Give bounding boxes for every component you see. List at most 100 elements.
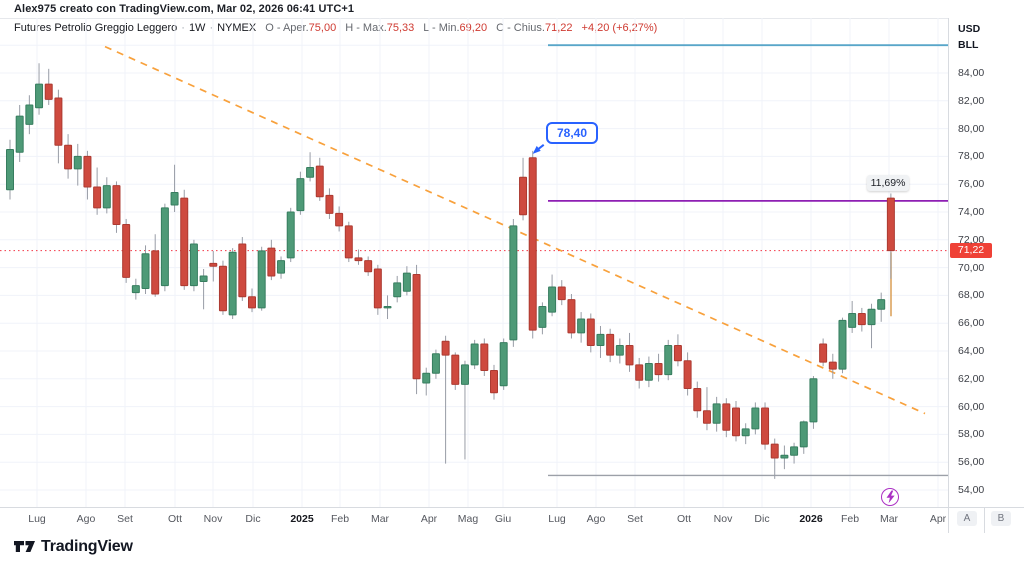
axis-unit-label: BLL [958, 39, 979, 51]
price-tick-label: 62,00 [958, 372, 985, 385]
candle [131, 285, 140, 294]
candle [654, 363, 663, 376]
candle [15, 115, 24, 153]
candle [257, 250, 266, 309]
candle [770, 443, 779, 459]
time-tick-label: Ago [586, 513, 606, 525]
candle [141, 253, 150, 289]
candle [499, 342, 508, 387]
time-tick-label: Ott [167, 513, 182, 525]
candle [528, 157, 537, 331]
candle [112, 185, 121, 226]
candle [6, 148, 14, 191]
candle [877, 299, 886, 310]
price-callout[interactable]: 78,40 [546, 122, 598, 144]
candle [780, 454, 789, 459]
price-tick-label: 82,00 [958, 94, 985, 107]
time-tick-label: Mar [879, 513, 899, 525]
candle [199, 275, 208, 283]
price-tick-label: 80,00 [958, 122, 985, 135]
time-tick-label: 2026 [799, 513, 823, 525]
candle [644, 363, 653, 381]
axis-button-b[interactable]: B [991, 511, 1011, 526]
candle [548, 286, 557, 313]
last-price-tag: 71,22 [950, 243, 992, 259]
candle [693, 388, 702, 412]
time-tick-label: Giu [494, 513, 512, 525]
time-tick-label: Dic [245, 513, 261, 525]
candle [490, 369, 498, 394]
candle [325, 194, 334, 214]
candle [557, 286, 566, 301]
legend-separator: · [209, 22, 214, 34]
candle [673, 344, 682, 362]
axis-button-a[interactable]: A [957, 511, 977, 526]
symbol-legend[interactable]: Futures Petrolio Greggio Leggero · 1W · NYME… [14, 22, 657, 34]
price-tick-label: 66,00 [958, 317, 985, 330]
candle [354, 257, 363, 262]
symbol-name[interactable]: Futures Petrolio Greggio Leggero [14, 22, 178, 34]
time-axis[interactable]: Lug Ago Set Ott Nov Dic 2025 Feb Mar Apr Mag Giu Lug… [0, 507, 1024, 534]
candle [238, 243, 247, 298]
time-tick-label: Nov [203, 513, 223, 525]
candle [151, 250, 160, 295]
candle [402, 272, 411, 292]
candle [596, 333, 605, 346]
time-tick-label: Feb [840, 513, 860, 525]
time-tick-label: 2025 [290, 513, 314, 525]
candle [373, 268, 382, 309]
lightning-event-icon[interactable] [881, 488, 899, 506]
price-tick-label: 54,00 [958, 484, 985, 496]
time-tick-label: Mag [457, 513, 479, 525]
header-divider [0, 18, 1024, 19]
candle [838, 319, 847, 370]
descending-trendline[interactable] [104, 45, 926, 415]
low-label: L - Min. [423, 22, 460, 34]
candle [248, 296, 256, 309]
percent-change-label[interactable]: 11,69% [867, 175, 909, 191]
chart-canvas[interactable] [0, 18, 948, 507]
candle [296, 178, 305, 212]
candle [741, 428, 750, 437]
candle [809, 378, 818, 423]
candle [538, 306, 547, 328]
candle [790, 446, 799, 456]
candle [577, 318, 586, 334]
price-tick-label: 68,00 [958, 289, 985, 302]
attribution-text: Alex975 creato con TradingView.com, Mar … [14, 3, 355, 15]
price-tick-label: 56,00 [958, 456, 985, 469]
close-label: C - Chius. [496, 22, 545, 34]
time-tick-label: Mar [370, 513, 390, 525]
candle [848, 312, 857, 328]
candle [635, 364, 644, 381]
price-tick-label: 70,00 [958, 261, 985, 274]
candle [857, 312, 866, 326]
interval-label[interactable]: 1W [188, 22, 206, 34]
candle [431, 353, 440, 374]
candle [567, 299, 576, 334]
tradingview-mark-icon [14, 541, 35, 552]
candle [470, 343, 479, 366]
candle [722, 403, 731, 431]
candle [799, 421, 808, 448]
low-value: 69,20 [459, 22, 488, 34]
tradingview-logo[interactable]: TradingView [14, 537, 133, 556]
candle [519, 176, 528, 216]
candle [122, 224, 131, 278]
candle [170, 192, 179, 206]
time-tick-label: Dic [754, 513, 770, 525]
candle [383, 306, 392, 309]
lightning-bolt-glyph [886, 490, 895, 504]
candle [44, 83, 53, 100]
candle [344, 225, 353, 259]
candle [364, 260, 373, 273]
candle [615, 344, 624, 356]
candle [509, 225, 518, 341]
price-axis[interactable]: USD BLL 71,22 84,00 82,00 80,00 78,00 76,00 7… [948, 18, 1024, 507]
price-tick-label: 74,00 [958, 206, 985, 218]
candle [712, 403, 721, 424]
candle [267, 247, 276, 277]
footer-separator [948, 507, 949, 533]
candle [761, 407, 770, 445]
